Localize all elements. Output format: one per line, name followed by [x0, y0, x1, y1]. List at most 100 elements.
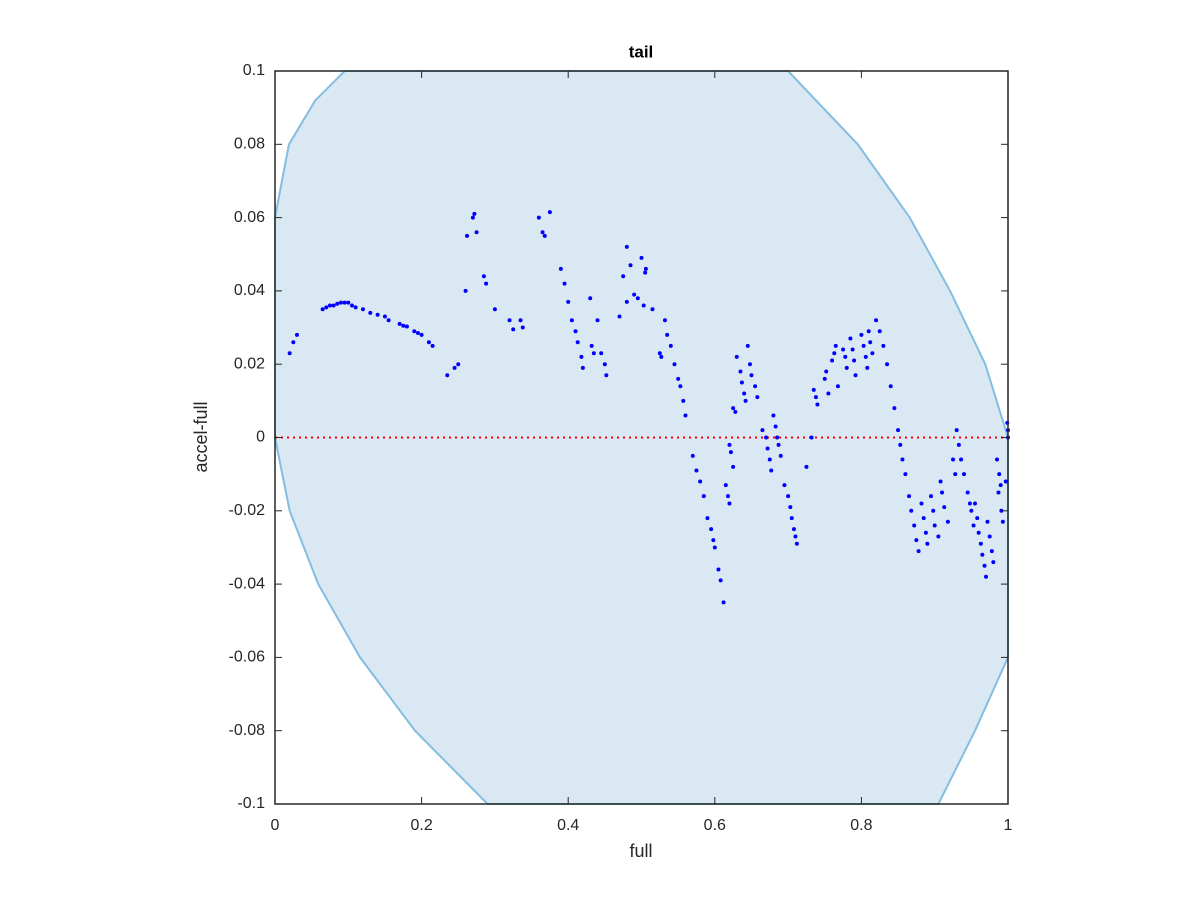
point [742, 391, 747, 396]
point [844, 365, 849, 370]
point [291, 340, 296, 345]
point [929, 494, 934, 499]
point [804, 464, 809, 469]
point [954, 428, 959, 433]
point [830, 358, 835, 363]
point [331, 303, 336, 308]
point [678, 384, 683, 389]
point [327, 303, 332, 308]
point [342, 300, 347, 305]
point [404, 324, 409, 329]
point [665, 332, 670, 337]
point [335, 301, 340, 306]
point [896, 428, 901, 433]
point [923, 530, 928, 535]
point [789, 516, 794, 521]
point [463, 288, 468, 293]
point [731, 464, 736, 469]
point [743, 398, 748, 403]
point [921, 516, 926, 521]
point [980, 552, 985, 557]
point [764, 435, 769, 440]
point [617, 314, 622, 319]
point [753, 384, 758, 389]
point [579, 354, 584, 359]
point [809, 435, 814, 440]
point [888, 384, 893, 389]
point [595, 318, 600, 323]
point [465, 233, 470, 238]
point [969, 508, 974, 513]
point [863, 354, 868, 359]
point [996, 490, 1001, 495]
point [346, 300, 351, 305]
point [542, 233, 547, 238]
point [938, 479, 943, 484]
point [853, 373, 858, 378]
point [426, 340, 431, 345]
point [881, 343, 886, 348]
point [771, 413, 776, 418]
point [841, 347, 846, 352]
point [965, 490, 970, 495]
point [932, 523, 937, 528]
point [401, 323, 406, 328]
point [397, 321, 402, 326]
point [386, 318, 391, 323]
point [936, 534, 941, 539]
point [375, 312, 380, 317]
y-tick-label: -0.02 [229, 502, 266, 519]
point [765, 446, 770, 451]
point [835, 384, 840, 389]
chart-title: tail [629, 42, 654, 61]
point [755, 395, 760, 400]
point [984, 574, 989, 579]
point [745, 343, 750, 348]
point [749, 373, 754, 378]
point [353, 305, 358, 310]
point [778, 453, 783, 458]
point [628, 263, 633, 268]
point [452, 365, 457, 370]
point [639, 255, 644, 260]
point [775, 435, 780, 440]
point [430, 343, 435, 348]
point [518, 318, 523, 323]
point [731, 406, 736, 411]
point [657, 351, 662, 356]
point [641, 303, 646, 308]
point [643, 270, 648, 275]
point [868, 340, 873, 345]
point [866, 329, 871, 334]
point [711, 538, 716, 543]
point [989, 549, 994, 554]
point [412, 329, 417, 334]
point [725, 494, 730, 499]
point [716, 567, 721, 572]
point [698, 479, 703, 484]
point [492, 307, 497, 312]
point [721, 600, 726, 605]
point [940, 490, 945, 495]
point [520, 325, 525, 330]
point [360, 307, 365, 312]
point [445, 373, 450, 378]
point [650, 307, 655, 312]
point [782, 483, 787, 488]
point [973, 501, 978, 506]
point [624, 244, 629, 249]
point [287, 351, 292, 356]
point [769, 468, 774, 473]
point [662, 318, 667, 323]
point [907, 494, 912, 499]
point [681, 398, 686, 403]
y-tick-label: 0.06 [234, 209, 265, 226]
point [624, 299, 629, 304]
point [694, 468, 699, 473]
point [978, 541, 983, 546]
point [569, 318, 574, 323]
point [632, 292, 637, 297]
point [903, 472, 908, 477]
point [971, 523, 976, 528]
